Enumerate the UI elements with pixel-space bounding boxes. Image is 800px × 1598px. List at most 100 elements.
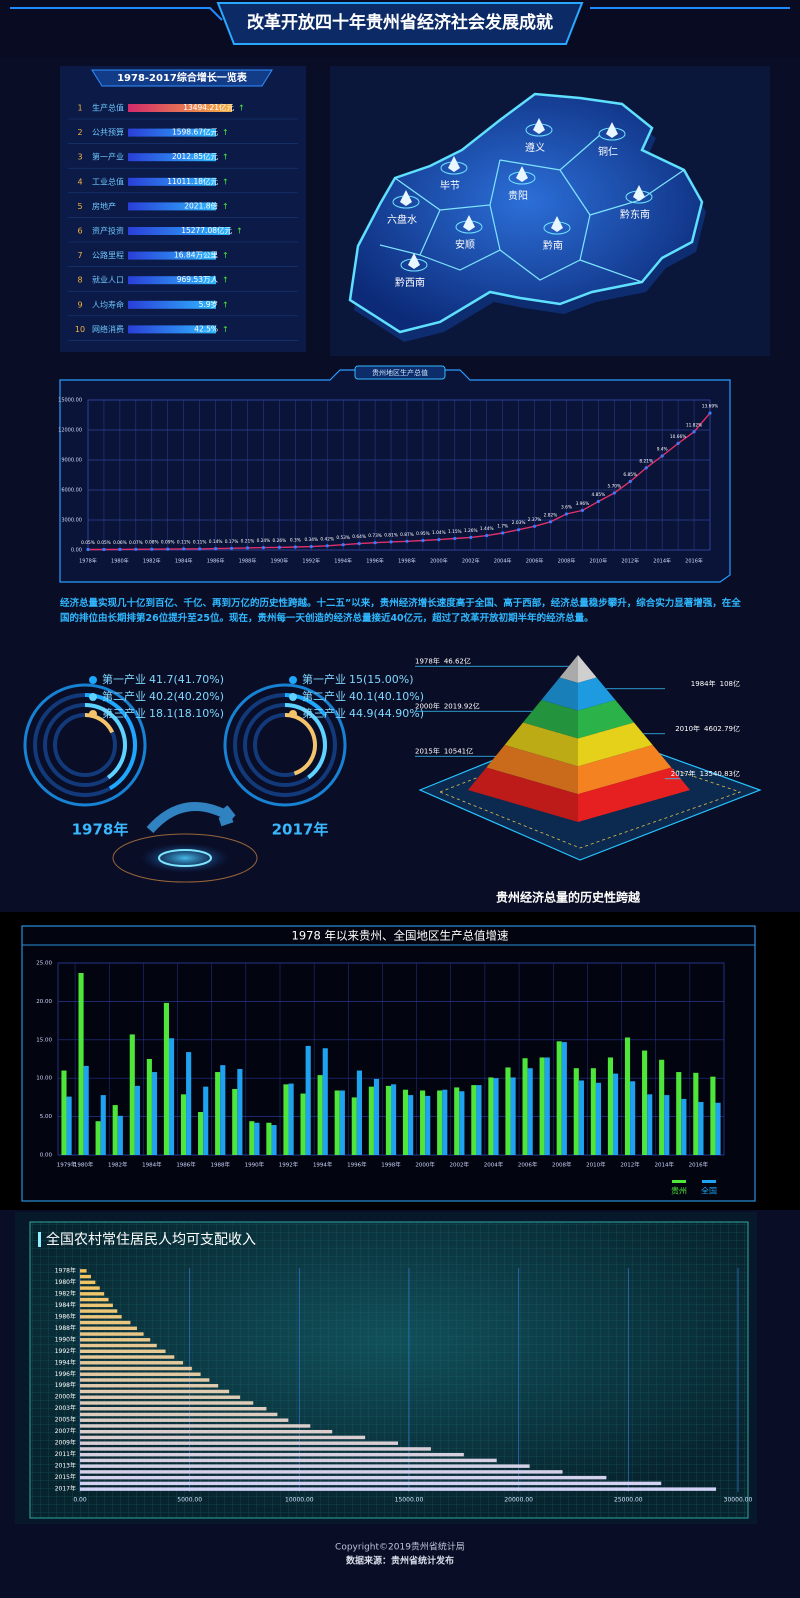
donut-outer-ring: [23, 683, 147, 807]
value-label: 0.11%: [177, 539, 191, 545]
point: [86, 547, 90, 552]
base-ring: [112, 833, 258, 883]
x-tick-label: 1980年: [74, 1161, 94, 1169]
map-marker: [633, 185, 645, 201]
bar: [80, 1366, 192, 1371]
point: [102, 547, 106, 552]
x-tick-label: 1996年: [366, 558, 384, 565]
item-bar: [128, 300, 216, 309]
donut-outer-ring: [223, 683, 347, 807]
map-label: 黔东南: [620, 208, 650, 221]
bar: [80, 1389, 230, 1394]
value-label: 0.05%: [81, 540, 95, 546]
pyramid-value: 46.62亿: [444, 656, 471, 665]
item-name: 房地产: [92, 201, 116, 211]
point: [564, 512, 569, 516]
pyramid-label: 2017年 13540.83亿: [671, 769, 740, 778]
line-chart: 贵州地区生产总值 0.00 3000.00 6000.00 9000.00 12000.0…: [58, 368, 718, 565]
bar: [80, 1338, 151, 1342]
legend-dot: [89, 676, 97, 684]
bar: [61, 1070, 67, 1155]
bar: [544, 1057, 550, 1155]
bar: [80, 1315, 122, 1319]
bar-chart: 1978 年以来贵州、全国地区生产总值增速 0.00 5.00 10.00 15.00 2…: [36, 929, 725, 1196]
point: [357, 542, 361, 546]
legend-label: 全国: [701, 1186, 717, 1196]
point: [644, 466, 648, 470]
donut-arc: [284, 693, 328, 717]
rank: 1: [77, 104, 82, 113]
bar: [80, 1355, 175, 1359]
point: [660, 454, 664, 458]
pyramid-year: 1978年: [415, 656, 440, 665]
y-tick-label: 1982年: [55, 1289, 76, 1297]
hbar-chart: 全国农村常住居民人均可支配收入 0.00 5000.00 10000.00 15000.…: [46, 1231, 752, 1504]
x-tick-label: 15000.00: [395, 1497, 424, 1504]
point: [309, 545, 313, 549]
x-tick-label: 1990年: [245, 1161, 265, 1169]
bar: [300, 1093, 306, 1155]
legend-swatch: [672, 1180, 686, 1183]
bar: [80, 1429, 333, 1434]
bar: [402, 1089, 409, 1155]
value-label: 0.34%: [304, 537, 318, 543]
rank: 7: [77, 251, 82, 260]
item-value: 11011.18亿元: [167, 176, 218, 186]
value-label: 1.15%: [448, 529, 462, 535]
header-plate: [216, 1, 584, 45]
y-tick-label: 15000.00: [58, 398, 82, 404]
pyramid-label: 2010年 4602.79亿: [675, 724, 740, 733]
chart-title: 贵州地区生产总值: [372, 368, 428, 377]
item-name: 人均寿命: [92, 299, 124, 309]
legend-entry: 第一产业 41.7(41.70%): [102, 672, 224, 686]
point: [469, 535, 473, 540]
bar: [80, 1303, 113, 1308]
bar: [80, 1435, 366, 1440]
chart-title: 1978 年以来贵州、全国地区生产总值增速: [292, 929, 509, 943]
bar: [249, 1121, 255, 1155]
pyramid-year: 1984年: [691, 679, 716, 688]
bar: [578, 1080, 584, 1155]
point: [580, 508, 585, 512]
value-label: 2.03%: [512, 520, 526, 526]
bar: [693, 1072, 699, 1155]
bar: [232, 1088, 238, 1155]
value-label: 3.6%: [561, 505, 572, 511]
item-bar: [128, 251, 216, 260]
legend-dot: [289, 676, 297, 684]
bar: [220, 1065, 226, 1155]
value-label: 0.87%: [400, 532, 414, 538]
bar: [505, 1067, 511, 1155]
bar: [95, 1121, 101, 1155]
paragraph: 经济总量实现几十亿到百亿、千亿、再到万亿的历史性跨越。十二五”以来，贵州经济增长…: [60, 598, 741, 624]
point: [341, 543, 345, 547]
map-label: 毕节: [440, 179, 460, 192]
bar: [595, 1082, 602, 1155]
item-bar: [128, 153, 216, 162]
map-marker: [463, 215, 475, 231]
value-label: 10.66%: [670, 434, 686, 440]
arrow: ↑: [222, 325, 229, 334]
bar: [373, 1078, 380, 1155]
growth-list: 1 生产总值 13494.21亿元 ↑2 公共预算 1598.67亿元 ↑3 第一产业 2012…: [68, 102, 298, 341]
legend-name: 第一产业: [102, 672, 146, 686]
x-tick-label: 5000.00: [177, 1497, 202, 1504]
chart-title: 全国农村常住居民人均可支配收入: [46, 1231, 256, 1248]
value-label: 0.73%: [368, 533, 382, 539]
point: [150, 547, 154, 551]
value-label: 0.53%: [336, 535, 350, 541]
x-tick-label: 1992年: [302, 558, 320, 565]
y-tick-label: 2015年: [55, 1473, 76, 1481]
point: [596, 499, 600, 504]
x-tick-label: 2010年: [586, 1161, 606, 1169]
legend-entry: 第三产业 44.9(44.90%): [302, 706, 424, 720]
point: [453, 536, 457, 541]
legend-name: 第三产业: [302, 706, 346, 720]
item-bar: [128, 128, 216, 137]
y-tick-label: 1986年: [55, 1312, 76, 1320]
pyramid-value: 4602.79亿: [704, 724, 740, 733]
map-marker: [516, 166, 528, 182]
x-tick-label: 1988年: [210, 1161, 230, 1169]
item-bar: [128, 202, 216, 211]
